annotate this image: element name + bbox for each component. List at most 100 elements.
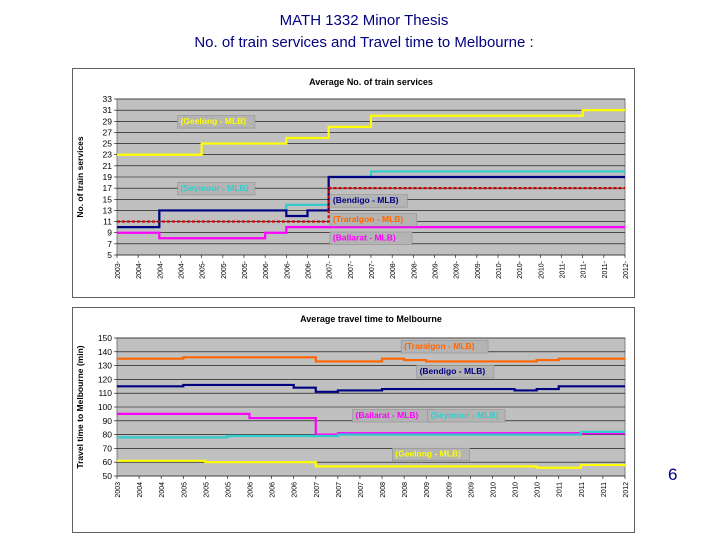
chart1-y-axis-label: No. of train services xyxy=(75,136,85,218)
chart1-y-tick-label: 15 xyxy=(103,194,113,204)
chart1-series-label-box-2 xyxy=(177,182,256,196)
chart2-y-tick-label: 110 xyxy=(98,388,112,398)
chart2-y-tick-label: 70 xyxy=(103,443,113,453)
chart2-y-tick-label: 90 xyxy=(103,416,113,426)
chart1-series-label-3: (Bendigo - MLB) xyxy=(333,195,399,205)
chart2-y-tick-label: 140 xyxy=(98,347,112,357)
chart1-y-tick-label: 25 xyxy=(103,139,113,149)
chart1-x-tick-label: 2009- xyxy=(433,260,440,279)
chart2-y-tick-label: 60 xyxy=(103,457,113,467)
chart2-x-tick-label: 2009 xyxy=(424,482,431,498)
chart2-series-label-box-2 xyxy=(416,365,495,379)
chart2-series-label-1: (Traralgon - MLB) xyxy=(404,341,475,351)
chart1-y-tick-label: 13 xyxy=(103,205,113,215)
chart2-x-tick-label: 2008 xyxy=(402,482,409,498)
chart1-series-label-4: (Traralgon - MLB) xyxy=(333,214,404,224)
chart1-series-label-1: (Geelong - MLB) xyxy=(181,116,247,126)
travel-time-chart-svg: Average travel time to Melbourne 50 60 70 80… xyxy=(75,314,630,498)
page-number: 6 xyxy=(668,465,678,484)
chart2-series-label-5: (Geelong - MLB) xyxy=(395,449,461,459)
chart2-series-line-1 xyxy=(117,356,625,363)
chart2-series-line-3 xyxy=(117,412,625,436)
chart1-series-label-5: (Ballarat - MLB) xyxy=(333,233,396,243)
chart1-x-tick-label: 2006- xyxy=(306,260,313,279)
chart1-x-tick-label: 2004- xyxy=(179,260,186,279)
chart2-x-tick-label: 2007 xyxy=(314,482,321,498)
chart1-x-tick-label: 2010- xyxy=(496,260,503,279)
chart2-x-tick-label: 2009 xyxy=(446,482,453,498)
chart1-x-tick-label: 2005- xyxy=(221,260,228,279)
chart2-y-tick-label: 80 xyxy=(103,430,113,440)
chart2-x-tick-label: 2005 xyxy=(181,482,188,498)
chart2-x-tick-label: 2006 xyxy=(248,482,255,498)
chart1-y-tick-label: 7 xyxy=(107,239,112,249)
chart1-series-label-box-3 xyxy=(329,194,408,208)
chart1-y-tick-label: 17 xyxy=(103,183,113,193)
chart2-x-tick-label: 2008 xyxy=(380,482,387,498)
chart2-x-tick-label: 2010 xyxy=(535,482,542,498)
slide-title: MATH 1332 Minor Thesis xyxy=(279,12,449,29)
chart1-series-label-box-5 xyxy=(329,231,413,245)
chart2-y-tick-label: 100 xyxy=(98,402,112,412)
chart1-y-tick-label: 11 xyxy=(103,217,112,227)
chart2-x-tick-label: 2012 xyxy=(623,482,630,498)
chart1-series-label-box-4 xyxy=(329,213,418,227)
chart1-series-label-2: (Seymour - MLB) xyxy=(181,183,249,193)
slide-subtitle: No. of train services and Travel time to… xyxy=(194,34,534,51)
chart2-series-line-2 xyxy=(117,383,625,393)
chart2-series-label-box-4 xyxy=(427,409,506,423)
chart2-x-tick-label: 2004 xyxy=(137,482,144,498)
chart1-x-tick-label: 2004- xyxy=(157,260,164,279)
chart1-y-tick-label: 5 xyxy=(107,250,112,260)
chart1-y-tick-label: 23 xyxy=(103,150,113,160)
chart1-x-tick-label: 2003- xyxy=(115,260,122,279)
chart1-y-tick-label: 31 xyxy=(103,105,113,115)
chart1-y-tick-label: 21 xyxy=(103,161,113,171)
chart2-title: Average travel time to Melbourne xyxy=(300,314,442,324)
chart2-x-tick-label: 2007 xyxy=(358,482,365,498)
chart1-y-tick-label: 33 xyxy=(103,94,113,104)
chart1-x-tick-label: 2008- xyxy=(411,260,418,279)
chart2-x-tick-label: 2005 xyxy=(225,482,232,498)
chart1-y-tick-label: 27 xyxy=(103,127,113,137)
chart2-y-axis-label: Travel time to Melbourne (min) xyxy=(75,345,85,468)
chart1-x-tick-label: 2011- xyxy=(581,260,588,278)
chart2-series-label-2: (Bendigo - MLB) xyxy=(420,366,486,376)
chart1-y-tick-label: 19 xyxy=(103,172,113,182)
chart1-y-tick-label: 9 xyxy=(107,228,112,238)
chart2-series-label-box-1 xyxy=(400,340,489,354)
chart2-x-tick-label: 2011 xyxy=(601,482,608,497)
chart1-x-tick-label: 2005- xyxy=(242,260,249,279)
chart1-x-tick-label: 2007- xyxy=(369,260,376,279)
chart2-series-line-4 xyxy=(117,430,625,439)
chart1-x-tick-label: 2007- xyxy=(348,260,355,279)
chart2-x-tick-label: 2009 xyxy=(468,482,475,498)
chart2-x-tick-label: 2010 xyxy=(513,482,520,498)
chart2-series-label-3: (Ballarat - MLB) xyxy=(356,410,419,420)
chart2-x-tick-label: 2011 xyxy=(557,482,564,497)
chart1-x-tick-label: 2012- xyxy=(623,260,630,279)
chart2-x-tick-label: 2007 xyxy=(336,482,343,498)
chart1-series-line-4 xyxy=(117,187,625,223)
chart2-y-tick-label: 150 xyxy=(98,333,112,343)
chart1-title: Average No. of train services xyxy=(309,77,433,87)
travel-time-chart: Average travel time to Melbourne 50 60 70 80… xyxy=(72,307,635,533)
chart2-x-tick-label: 2010 xyxy=(490,482,497,498)
chart2-x-tick-label: 2006 xyxy=(270,482,277,498)
chart2-x-tick-label: 2004 xyxy=(159,482,166,498)
chart1-x-tick-label: 2007- xyxy=(327,260,334,279)
chart1-series-line-3 xyxy=(117,175,625,229)
chart2-series-label-box-5 xyxy=(392,447,470,461)
chart1-x-tick-label: 2005- xyxy=(200,260,207,279)
chart1-series-line-1 xyxy=(117,109,625,156)
chart1-x-tick-label: 2006- xyxy=(263,260,270,279)
chart2-series-label-4: (Seymour - MLB) xyxy=(431,410,499,420)
chart1-x-tick-label: 2006- xyxy=(284,260,291,279)
chart1-series-label-box-1 xyxy=(177,115,256,129)
chart1-x-tick-label: 2011- xyxy=(602,260,609,278)
chart2-series-line-5 xyxy=(117,459,627,469)
chart2-y-tick-label: 50 xyxy=(103,471,113,481)
chart2-y-tick-label: 130 xyxy=(98,361,112,371)
chart2-x-tick-label: 2005 xyxy=(203,482,210,498)
